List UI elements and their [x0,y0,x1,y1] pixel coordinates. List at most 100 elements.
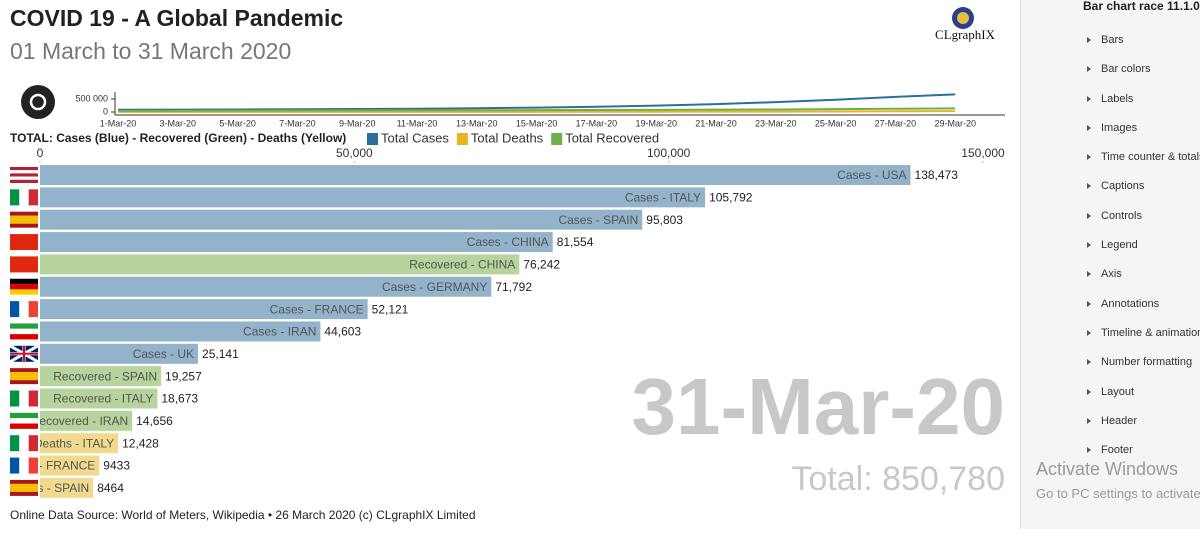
bar-label: Cases - IRAN [243,325,316,339]
bar [40,477,94,498]
flag [28,390,38,407]
flag [10,487,38,492]
value-label: 81,554 [557,235,594,249]
bar-label: Cases - SPAIN [558,213,638,227]
flag [10,328,38,335]
x-tick-label: 1-Mar-20 [100,118,137,128]
bar-label: Cases - USA [837,168,906,182]
flag [10,368,38,373]
legend-swatch [456,133,468,145]
x-tick-label: 11-Mar-20 [397,118,438,128]
flag [10,435,20,452]
flag [19,390,29,407]
x-tick-label: 100,000 [647,146,691,160]
bar-label: Deaths - ITALY [34,436,114,450]
value-label: 18,673 [161,392,198,406]
flag [19,435,29,452]
value-label: 71,792 [495,280,532,294]
flag [19,189,29,206]
menu-item[interactable]: Captions [1021,172,1200,201]
bar-label: Recovered - CHINA [409,258,515,272]
bar-label: Cases - FRANCE [270,302,364,316]
flag [28,457,38,474]
menu-item[interactable]: Controls [1021,202,1200,231]
flag [10,412,38,419]
bar [40,366,162,387]
bar-label: Cases - CHINA [467,235,549,249]
logo-text: CLgraphIX [935,27,996,42]
bar-label: Cases - UK [133,347,194,361]
flag [10,380,38,385]
flag [10,211,38,216]
x-tick-label: 7-Mar-20 [279,118,316,128]
y-tick-label: 500 000 [75,93,108,103]
bar-label: Deaths - FRANCE [0,459,95,473]
legend-swatch [551,133,563,145]
subtitle: 01 March to 31 March 2020 [10,38,291,64]
bar [40,165,911,185]
bar [40,232,553,253]
x-tick-label: 17-Mar-20 [576,118,618,128]
flag [10,176,38,180]
flag [10,234,38,251]
menu-item[interactable]: Bar colors [1021,55,1200,84]
bar-label: Cases - GERMANY [382,280,487,294]
flag [10,483,38,488]
bar [40,254,520,275]
x-tick-label: 23-Mar-20 [755,118,797,128]
bar [40,343,199,364]
sidebar-title: Bar chart race 11.1.0 [1083,0,1200,13]
menu-item[interactable]: Layout [1021,378,1200,407]
x-tick-label: 50,000 [336,146,373,160]
x-tick-label: 25-Mar-20 [815,118,857,128]
title: COVID 19 - A Global Pandemic [10,5,343,31]
menu-item[interactable]: Legend [1021,231,1200,260]
x-tick-label: 3-Mar-20 [160,118,197,128]
menu-item[interactable]: Number formatting [1021,348,1200,377]
value-label: 8464 [97,481,124,495]
menu-item[interactable]: Header [1021,407,1200,436]
flag [10,491,38,496]
replay-button[interactable] [21,85,55,119]
bar [40,433,119,454]
flag [10,219,38,224]
bar [40,187,706,208]
flag [10,301,20,318]
flag [10,390,20,407]
flag [10,173,38,177]
flag [10,423,38,429]
watermark: Go to PC settings to activate Windows. [1036,486,1200,501]
bar [40,321,321,342]
timeline-line [117,107,956,112]
legend-label: Total Recovered [565,130,659,145]
menu-item[interactable]: Axis [1021,260,1200,289]
x-tick-label: 9-Mar-20 [339,118,376,128]
flag [28,189,38,206]
flag [10,479,38,484]
value-label: 76,242 [523,258,560,272]
bar [40,410,133,431]
menu-item[interactable]: Footer [1021,436,1200,465]
value-label: 138,473 [915,168,959,182]
menu-item[interactable]: Images [1021,114,1200,143]
value-label: 105,792 [709,191,753,205]
timeline-line [117,93,956,111]
legend-swatch [367,133,378,145]
flag [10,189,20,206]
flag [28,301,38,318]
x-tick-label: 29-Mar-20 [934,118,976,128]
legend-label: Total Cases [381,130,449,145]
flag [10,284,38,290]
logo: CLgraphIX [935,7,996,42]
menu-item[interactable]: Labels [1021,85,1200,114]
flag [19,301,29,318]
value-label: 95,803 [646,213,683,227]
menu-item[interactable]: Bars [1021,26,1200,55]
menu-item[interactable]: Time counter & totals [1021,143,1200,172]
value-label: 44,603 [324,325,361,339]
menu-item[interactable]: Annotations [1021,290,1200,319]
flag [10,345,38,362]
legend-label: Total Deaths [471,130,544,145]
menu-item[interactable]: Timeline & animation [1021,319,1200,348]
